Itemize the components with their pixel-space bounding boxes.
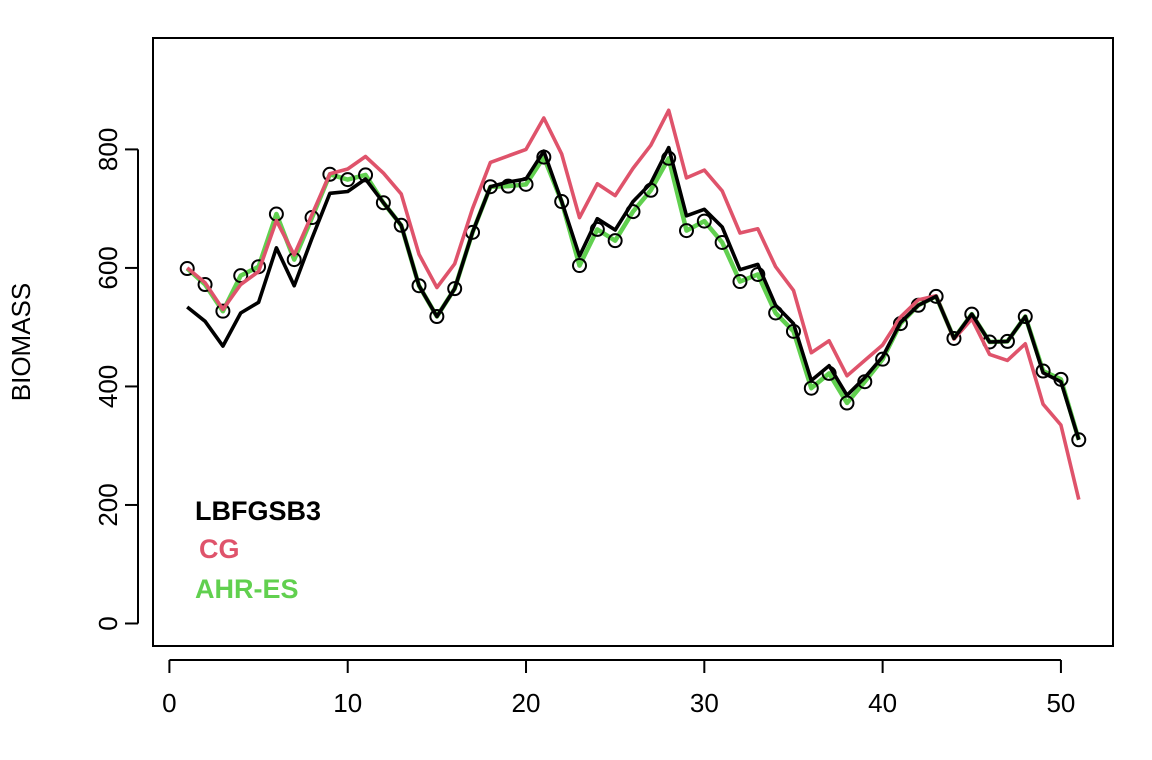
x-tick-label: 20 bbox=[512, 688, 541, 718]
x-tick-label: 40 bbox=[868, 688, 897, 718]
data-point bbox=[429, 309, 445, 325]
legend-item-cg: CG bbox=[199, 534, 240, 564]
data-point bbox=[1071, 432, 1087, 448]
x-tick-label: 10 bbox=[333, 688, 362, 718]
data-point bbox=[233, 268, 249, 284]
data-point bbox=[875, 351, 891, 367]
legend-item-ahr-es: AHR-ES bbox=[195, 574, 299, 604]
y-tick-label: 0 bbox=[93, 616, 123, 630]
data-point bbox=[393, 217, 409, 233]
data-point bbox=[215, 303, 231, 319]
data-point bbox=[375, 195, 391, 211]
data-point bbox=[696, 213, 712, 229]
legend: LBFGSB3 CG AHR-ES bbox=[195, 496, 321, 604]
data-point bbox=[732, 274, 748, 290]
data-point bbox=[1017, 309, 1033, 325]
data-point bbox=[554, 194, 570, 210]
plot-frame bbox=[152, 37, 1114, 647]
data-point bbox=[1035, 363, 1051, 379]
data-point bbox=[572, 258, 588, 274]
data-point bbox=[411, 278, 427, 294]
y-tick-label: 200 bbox=[93, 483, 123, 526]
axes: 0 10 20 30 40 50 0 200 400 600 800 bbox=[93, 128, 1075, 718]
data-point bbox=[179, 261, 195, 277]
data-point bbox=[340, 172, 356, 188]
data-point bbox=[607, 233, 623, 249]
series-layer bbox=[179, 108, 1087, 501]
series-line-lbfgsb3 bbox=[186, 145, 1081, 441]
y-axis-title: BIOMASS bbox=[6, 283, 36, 401]
y-tick-label: 800 bbox=[93, 128, 123, 171]
legend-item-lbfgsb3: LBFGSB3 bbox=[195, 496, 321, 526]
data-point bbox=[197, 277, 213, 293]
data-point bbox=[500, 178, 516, 194]
y-tick-label: 400 bbox=[93, 365, 123, 408]
data-point bbox=[678, 223, 694, 239]
data-point bbox=[322, 166, 338, 182]
y-tick-label: 600 bbox=[93, 246, 123, 289]
data-point bbox=[946, 330, 962, 346]
x-tick-label: 0 bbox=[162, 688, 176, 718]
x-tick-label: 50 bbox=[1046, 688, 1075, 718]
series-line-cg bbox=[186, 108, 1081, 501]
data-point bbox=[447, 281, 463, 297]
x-tick-label: 30 bbox=[690, 688, 719, 718]
